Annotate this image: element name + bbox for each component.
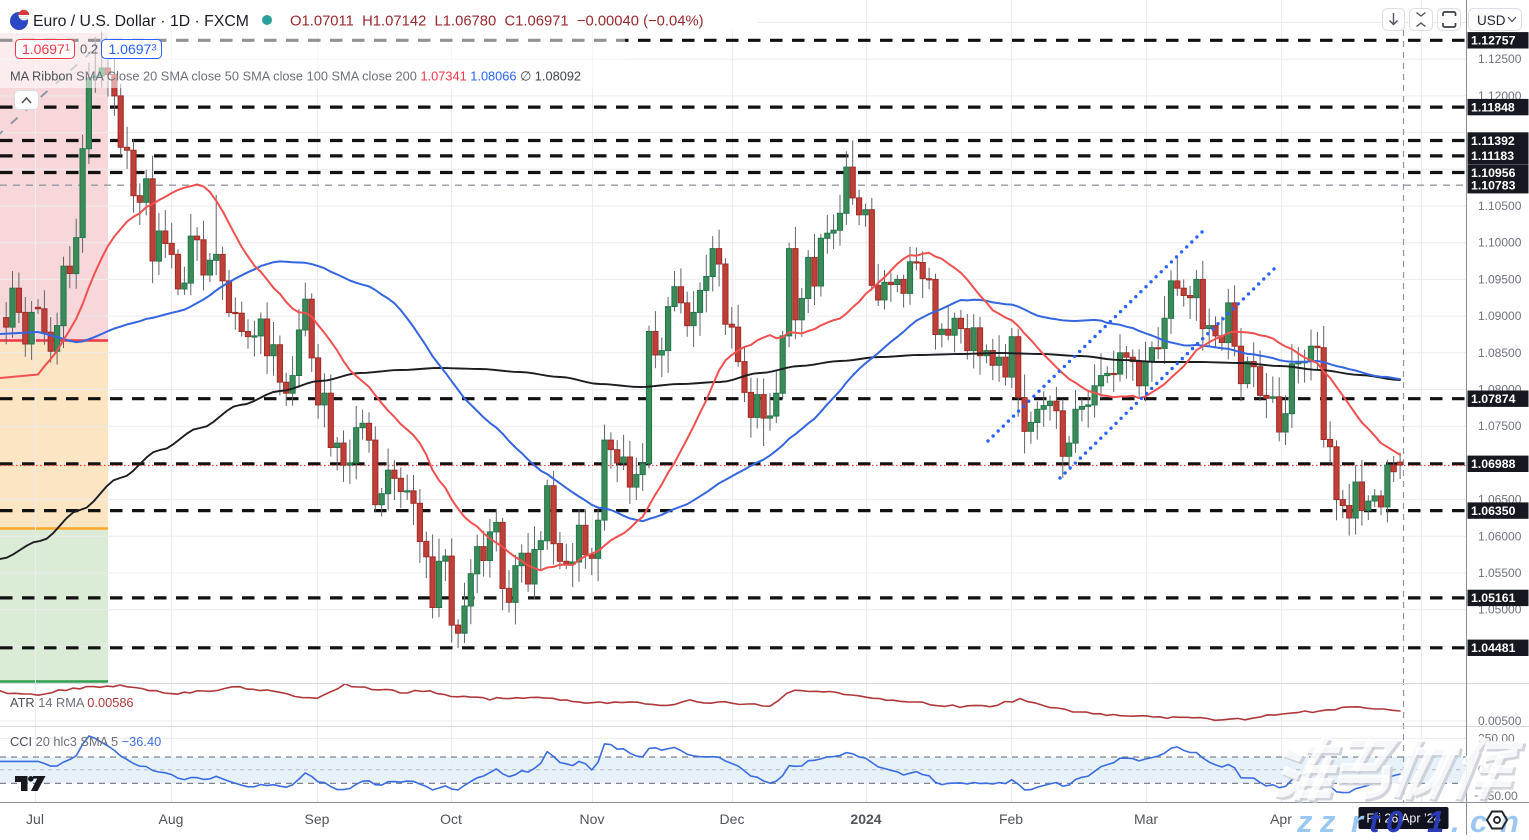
- svg-text:1.09000: 1.09000: [1478, 309, 1522, 323]
- svg-text:2024: 2024: [850, 811, 881, 827]
- svg-text:ATR 14 RMA 0.00586: ATR 14 RMA 0.00586: [10, 695, 134, 710]
- svg-text:r: r: [1351, 804, 1365, 835]
- svg-text:1.12757: 1.12757: [1471, 34, 1516, 48]
- svg-text:Oct: Oct: [440, 811, 462, 827]
- svg-text:Euro / U.S. Dollar · 1D · FXCM: Euro / U.S. Dollar · 1D · FXCM: [33, 13, 249, 30]
- svg-text:1.06973: 1.06973: [109, 41, 157, 57]
- svg-text:1.10956: 1.10956: [1471, 166, 1516, 180]
- svg-text:1.12500: 1.12500: [1478, 52, 1522, 66]
- svg-text:1.08500: 1.08500: [1478, 346, 1522, 360]
- svg-text:1.04481: 1.04481: [1471, 641, 1516, 655]
- svg-text:1.05500: 1.05500: [1478, 566, 1522, 580]
- svg-text:1.05000: 1.05000: [1478, 603, 1522, 617]
- svg-text:1.05161: 1.05161: [1471, 591, 1516, 605]
- svg-text:c: c: [1470, 804, 1487, 835]
- svg-text:Dec: Dec: [720, 811, 745, 827]
- svg-text:1.06988: 1.06988: [1471, 457, 1516, 471]
- svg-text:1.11392: 1.11392: [1471, 134, 1515, 148]
- svg-text:O1.07011 H1.07142 L1.06780: O1.07011 H1.07142 L1.06780 C1.06971 −0.0…: [290, 14, 704, 30]
- svg-text:1.06000: 1.06000: [1478, 529, 1522, 543]
- svg-text:Jul: Jul: [26, 811, 44, 827]
- svg-text:Sep: Sep: [305, 811, 330, 827]
- svg-text:MA Ribbon SMA Close 20 SMA clo: MA Ribbon SMA Close 20 SMA close 50 SMA …: [10, 69, 581, 84]
- svg-text:z: z: [1296, 804, 1313, 835]
- svg-text:0.00500: 0.00500: [1478, 714, 1522, 728]
- svg-text:Mar: Mar: [1134, 811, 1158, 827]
- svg-text:t: t: [1369, 804, 1381, 835]
- svg-text:Nov: Nov: [580, 811, 605, 827]
- svg-text:1.11183: 1.11183: [1471, 149, 1514, 163]
- svg-text:Feb: Feb: [999, 811, 1023, 827]
- svg-text:Aug: Aug: [159, 811, 184, 827]
- svg-text:CCI 20 hlc3 SMA 5 −36.40: CCI 20 hlc3 SMA 5 −36.40: [10, 734, 161, 749]
- svg-text:1.11848: 1.11848: [1471, 100, 1515, 114]
- svg-text:1: 1: [1427, 804, 1444, 835]
- svg-text:1.10500: 1.10500: [1478, 199, 1522, 213]
- svg-text:USD: USD: [1477, 13, 1506, 28]
- svg-text:1.10000: 1.10000: [1478, 236, 1522, 250]
- svg-text:1.06971: 1.06971: [22, 41, 70, 57]
- svg-text:1.06350: 1.06350: [1471, 504, 1516, 518]
- svg-text:.: .: [1451, 804, 1460, 835]
- svg-text:1.07500: 1.07500: [1478, 419, 1522, 433]
- svg-text:Fri 26 Apr ’24: Fri 26 Apr ’24: [1366, 812, 1440, 826]
- svg-text:Apr: Apr: [1270, 811, 1292, 827]
- svg-text:1.09500: 1.09500: [1478, 272, 1522, 286]
- svg-text:n: n: [1500, 804, 1519, 835]
- svg-text:z: z: [1319, 804, 1336, 835]
- svg-text:0: 0: [1386, 804, 1403, 835]
- svg-text:1.07874: 1.07874: [1471, 392, 1516, 406]
- svg-text:0.2: 0.2: [80, 42, 98, 57]
- svg-text:1.10783: 1.10783: [1471, 179, 1516, 193]
